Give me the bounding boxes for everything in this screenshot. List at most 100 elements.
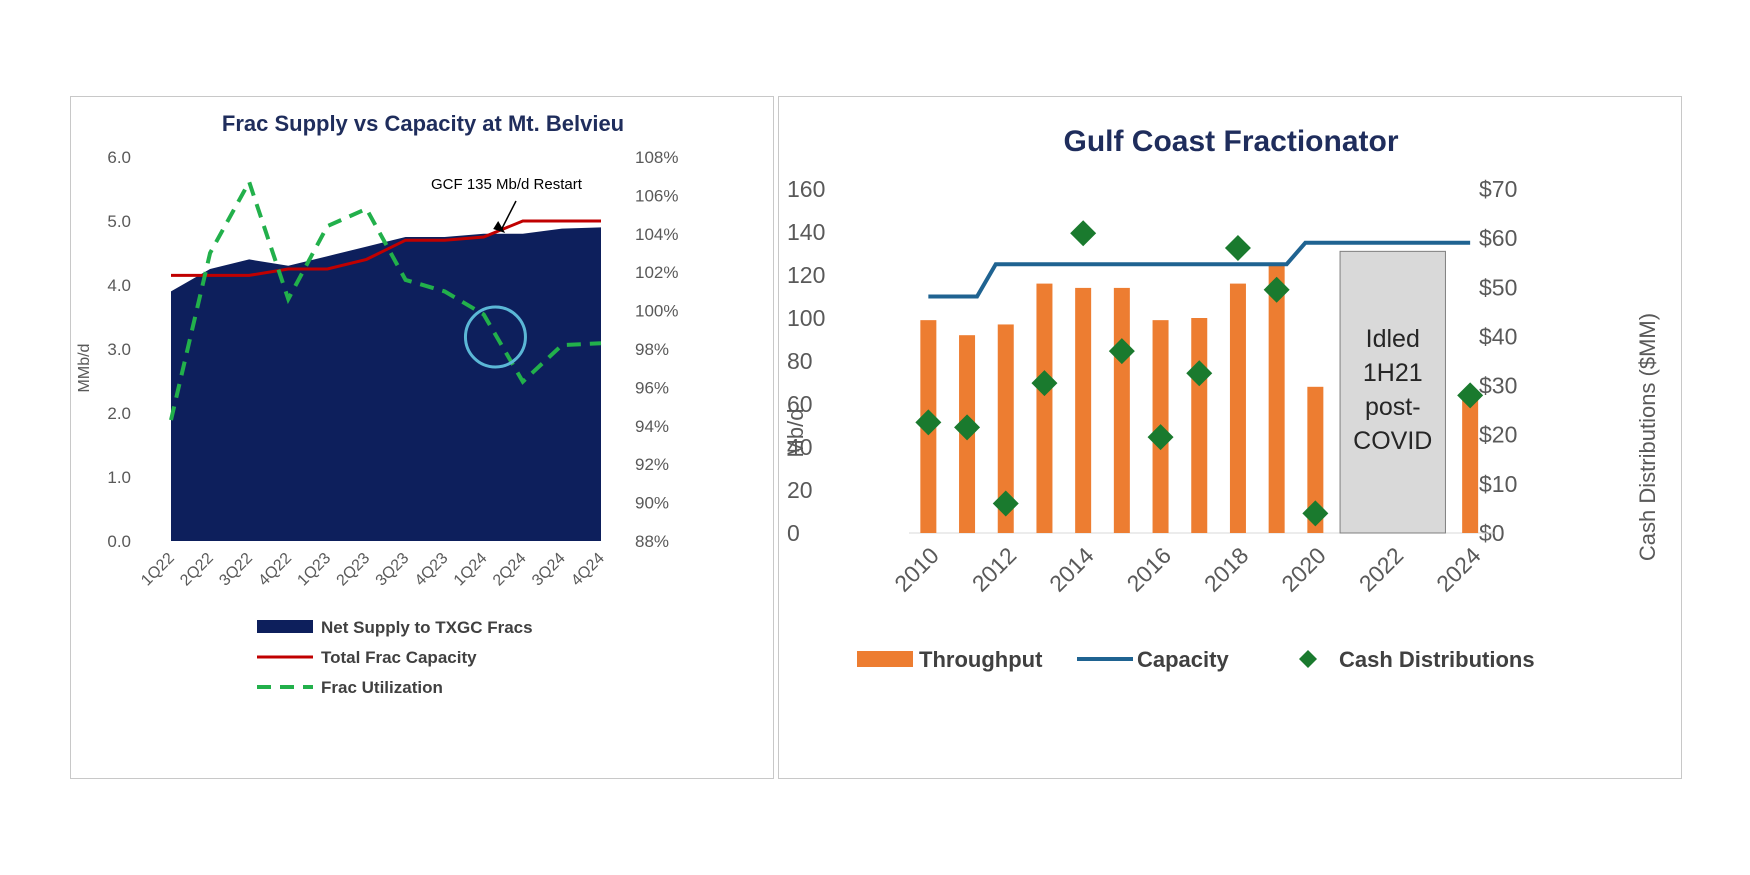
annotation-arrow-line	[500, 200, 517, 231]
cash-distribution-marker	[992, 490, 1019, 517]
y-tick-label: 2.0	[107, 404, 131, 423]
x-tick-label: 2018	[1199, 542, 1254, 597]
y-tick-label: 40	[787, 434, 813, 460]
legend-label: Total Frac Capacity	[321, 648, 477, 667]
cash-distribution-marker	[1224, 234, 1251, 261]
y-tick-label: 160	[787, 176, 825, 202]
y2-tick-label: $70	[1479, 176, 1517, 202]
frac-supply-chart-panel: Frac Supply vs Capacity at Mt. Belvieu M…	[70, 96, 774, 779]
cash-distribution-marker	[1302, 500, 1329, 527]
y2-tick-label: 108%	[635, 148, 678, 167]
y-tick-label: 20	[787, 477, 813, 503]
cash-distribution-marker	[1457, 382, 1484, 409]
legend-swatch-throughput	[857, 651, 913, 667]
throughput-bar	[1191, 318, 1208, 533]
x-tick-label: 2014	[1044, 542, 1099, 597]
y2-tick-label: $50	[1479, 274, 1517, 300]
legend-label: Throughput	[919, 647, 1043, 672]
capacity-line	[928, 240, 1471, 299]
x-tick-label: 1Q23	[294, 550, 334, 590]
y-tick-label: 100	[787, 305, 825, 331]
legend-label: Frac Utilization	[321, 678, 443, 697]
y2-tick-label: $10	[1479, 471, 1517, 497]
frac-supply-chart: Frac Supply vs Capacity at Mt. Belvieu M…	[76, 111, 678, 697]
x-tick-label: 2016	[1122, 542, 1177, 597]
highlight-circle	[463, 305, 527, 369]
x-tick-label: 3Q22	[216, 550, 256, 590]
cash-distribution-marker	[1147, 424, 1174, 451]
y2-tick-label: $30	[1479, 373, 1517, 399]
x-tick-label: 2022	[1354, 542, 1409, 597]
legend-label: Net Supply to TXGC Fracs	[321, 618, 533, 637]
cash-distribution-marker	[1186, 360, 1213, 387]
x-tick-label: 4Q23	[412, 550, 452, 590]
y-tick-label: 60	[787, 391, 813, 417]
y2-tick-label: 98%	[635, 340, 669, 359]
throughput-bar	[1268, 264, 1285, 533]
y-axis-label: MMb/d	[76, 344, 93, 393]
y-tick-label: 1.0	[107, 468, 131, 487]
y2-tick-label: 94%	[635, 417, 669, 436]
throughput-bar	[1307, 386, 1324, 533]
annotation-text: GCF 135 Mb/d Restart	[431, 176, 583, 193]
legend-swatch-cash-distributions	[1299, 650, 1317, 668]
cash-distribution-marker	[1263, 276, 1290, 303]
x-tick-label: 4Q22	[255, 550, 295, 590]
y2-tick-label: 88%	[635, 532, 669, 551]
throughput-bar	[1036, 283, 1053, 533]
y-tick-label: 140	[787, 219, 825, 245]
y2-tick-label: 96%	[635, 378, 669, 397]
x-tick-label: 2Q24	[490, 550, 530, 590]
y2-tick-label: $60	[1479, 225, 1517, 251]
y-axis-label: Mb/d	[783, 409, 808, 458]
throughput-bar	[1113, 287, 1130, 533]
y-tick-label: 5.0	[107, 212, 131, 231]
y2-tick-label: 100%	[635, 302, 678, 321]
throughput-bar	[997, 324, 1014, 533]
y2-axis-label: Cash Distributions ($MM)	[1635, 313, 1660, 561]
y2-tick-label: 92%	[635, 455, 669, 474]
y-tick-label: 80	[787, 348, 813, 374]
total-frac-capacity-line	[171, 219, 601, 277]
y-tick-label: 6.0	[107, 148, 131, 167]
legend-label: Capacity	[1137, 647, 1229, 672]
y-tick-label: 0.0	[107, 532, 131, 551]
idle-box-text: post-	[1365, 393, 1421, 421]
idle-box-text: 1H21	[1363, 359, 1423, 387]
x-tick-label: 4Q24	[568, 550, 608, 590]
frac-utilization-line	[169, 176, 602, 421]
x-tick-label: 2024	[1431, 542, 1486, 597]
throughput-bar	[1462, 399, 1479, 533]
x-tick-label: 2020	[1276, 542, 1331, 597]
cash-distribution-marker	[1031, 370, 1058, 397]
y-tick-label: 0	[787, 520, 800, 546]
x-tick-label: 2Q23	[334, 550, 374, 590]
annotation-arrowhead	[493, 221, 506, 233]
gulf-coast-chart-panel: Gulf Coast Fractionator Mb/d Cash Distri…	[778, 96, 1682, 779]
y-tick-label: 4.0	[107, 276, 131, 295]
x-tick-label: 1Q22	[138, 550, 178, 590]
idle-box	[1339, 250, 1446, 534]
legend-label: Cash Distributions	[1339, 647, 1535, 672]
chart-title: Gulf Coast Fractionator	[1063, 125, 1398, 158]
chart-title: Frac Supply vs Capacity at Mt. Belvieu	[222, 111, 624, 136]
x-tick-label: 3Q24	[529, 550, 569, 590]
y2-tick-label: $40	[1479, 323, 1517, 349]
y2-tick-label: 102%	[635, 263, 678, 282]
legend-swatch-net-supply	[257, 620, 313, 633]
cash-distribution-marker	[954, 414, 981, 441]
cash-distribution-marker	[915, 409, 942, 436]
gulf-coast-chart: Gulf Coast Fractionator Mb/d Cash Distri…	[783, 125, 1660, 672]
y-tick-label: 120	[787, 262, 825, 288]
y-tick-label: 3.0	[107, 340, 131, 359]
x-tick-label: 3Q23	[373, 550, 413, 590]
y2-tick-label: $20	[1479, 422, 1517, 448]
y2-tick-label: 104%	[635, 225, 678, 244]
idle-box-text: Idled	[1366, 325, 1420, 353]
x-tick-label: 2012	[967, 542, 1022, 597]
throughput-bar	[1229, 283, 1246, 533]
cash-distribution-marker	[1108, 338, 1135, 365]
y2-tick-label: 90%	[635, 494, 669, 513]
throughput-bar	[1075, 287, 1092, 533]
x-tick-label: 2010	[889, 542, 944, 597]
